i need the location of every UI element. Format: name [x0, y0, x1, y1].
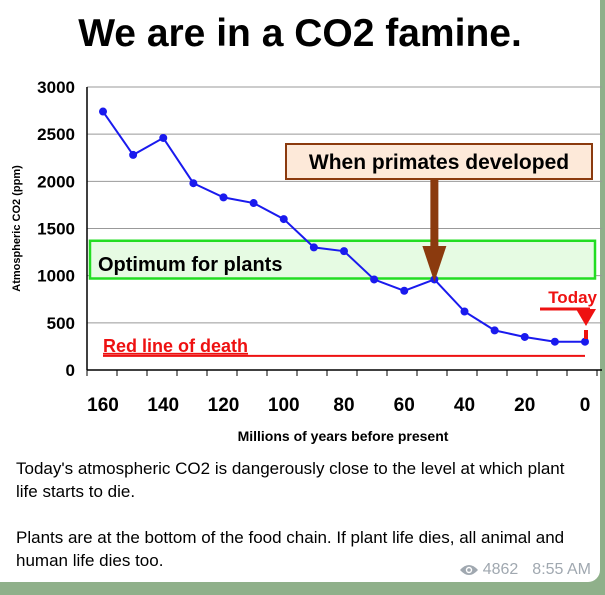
x-tick-label: 120	[208, 395, 240, 416]
y-tick-label: 2000	[37, 172, 75, 191]
data-point	[159, 133, 168, 142]
chart-title: We are in a CO2 famine.	[78, 12, 522, 55]
y-tick-label: 500	[47, 314, 75, 333]
today-arrow-tick	[584, 330, 588, 339]
data-point	[189, 179, 198, 188]
message-bubble	[0, 0, 600, 582]
data-point	[520, 332, 529, 341]
optimum-label: Optimum for plants	[98, 254, 282, 276]
data-point	[460, 307, 469, 316]
data-point	[309, 243, 318, 252]
data-point	[370, 275, 379, 284]
message-text: Today's atmospheric CO2 is dangerously c…	[16, 457, 586, 595]
x-tick-label: 80	[333, 395, 354, 416]
primates-box	[285, 143, 593, 180]
x-tick-label: 140	[147, 395, 179, 416]
y-tick-label: 0	[66, 361, 75, 380]
data-point	[279, 215, 288, 224]
y-tick-label: 2500	[37, 125, 75, 144]
data-point	[490, 326, 499, 335]
y-axis-label: Atmospheric CO2 (ppm)	[11, 165, 23, 292]
data-point	[249, 199, 258, 208]
data-point	[219, 193, 228, 202]
data-point	[581, 337, 589, 346]
primates-label: When primates developed	[309, 151, 569, 174]
x-tick-label: 100	[268, 395, 300, 416]
x-axis-label: Millions of years before present	[238, 428, 449, 444]
y-tick-label: 1500	[37, 220, 75, 239]
co2-chart: 0 500 1000 1500 2000 2500 3000 160 140 120 100 80 60…	[11, 78, 602, 444]
data-point	[550, 337, 559, 346]
y-tick-label: 1000	[37, 267, 75, 286]
timestamp: 8:55 AM	[532, 561, 591, 578]
death-label: Red line of death	[103, 336, 248, 356]
view-count: 4862	[482, 561, 519, 578]
y-tick-label: 3000	[37, 78, 75, 97]
x-tick-label: 60	[394, 395, 415, 416]
x-tick-label: 160	[87, 395, 119, 416]
eye-icon	[459, 565, 478, 575]
primates-arrow-head	[422, 246, 447, 282]
data-point	[340, 247, 348, 256]
x-tick-label: 40	[454, 395, 475, 416]
message-meta: 4862 8:55 AM	[459, 561, 591, 579]
data-point	[400, 286, 409, 295]
x-tick-label: 0	[580, 395, 591, 416]
data-point	[99, 107, 107, 116]
today-label: Today	[548, 288, 597, 307]
data-point	[129, 150, 138, 159]
primates-arrow-shaft	[430, 180, 439, 246]
optimum-band	[88, 239, 597, 280]
x-tick-label: 20	[514, 395, 535, 416]
paragraph-2: Plants are at the bottom of the food cha…	[16, 528, 565, 570]
today-arrow-head	[576, 309, 596, 326]
paragraph-1: Today's atmospheric CO2 is dangerously c…	[16, 459, 565, 501]
